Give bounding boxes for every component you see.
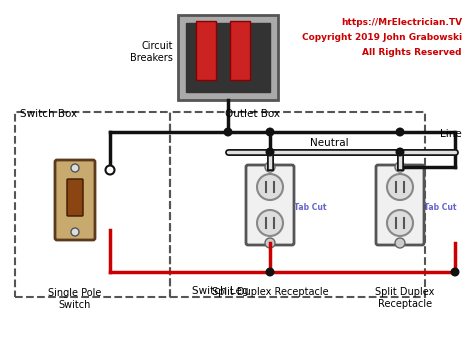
FancyBboxPatch shape — [196, 21, 216, 80]
Circle shape — [395, 162, 405, 172]
Circle shape — [257, 210, 283, 236]
FancyBboxPatch shape — [55, 160, 95, 240]
Circle shape — [265, 268, 274, 277]
FancyBboxPatch shape — [67, 179, 83, 216]
Text: Tab Cut: Tab Cut — [424, 202, 456, 212]
Text: Copyright 2019 John Grabowski: Copyright 2019 John Grabowski — [302, 33, 462, 42]
Circle shape — [71, 164, 79, 172]
Circle shape — [257, 174, 283, 200]
FancyBboxPatch shape — [186, 23, 270, 92]
Text: Split Duplex Receptacle: Split Duplex Receptacle — [212, 287, 328, 297]
Circle shape — [395, 127, 404, 137]
Text: Neutral: Neutral — [310, 138, 348, 148]
Text: Switch Leg: Switch Leg — [192, 286, 248, 296]
Text: Line: Line — [440, 129, 462, 139]
Text: Circuit
Breakers: Circuit Breakers — [130, 41, 173, 63]
Circle shape — [265, 127, 274, 137]
Circle shape — [387, 174, 413, 200]
FancyBboxPatch shape — [246, 165, 294, 245]
Text: Tab Cut: Tab Cut — [294, 202, 327, 212]
Circle shape — [71, 228, 79, 236]
Text: Split Duplex
Receptacle: Split Duplex Receptacle — [375, 287, 435, 308]
Circle shape — [265, 162, 275, 172]
Text: Switch Box: Switch Box — [20, 109, 77, 119]
FancyBboxPatch shape — [376, 165, 424, 245]
Circle shape — [387, 210, 413, 236]
FancyBboxPatch shape — [178, 15, 278, 100]
Text: https://MrElectrician.TV: https://MrElectrician.TV — [341, 18, 462, 27]
Circle shape — [395, 147, 404, 157]
Circle shape — [265, 238, 275, 248]
Circle shape — [395, 238, 405, 248]
Text: Single Pole
Switch: Single Pole Switch — [48, 288, 102, 310]
Circle shape — [265, 147, 274, 157]
Circle shape — [450, 268, 459, 277]
FancyBboxPatch shape — [230, 21, 250, 80]
Text: Outlet Box: Outlet Box — [225, 109, 280, 119]
Circle shape — [106, 165, 115, 175]
Text: All Rights Reserved: All Rights Reserved — [363, 48, 462, 57]
Circle shape — [224, 127, 233, 137]
